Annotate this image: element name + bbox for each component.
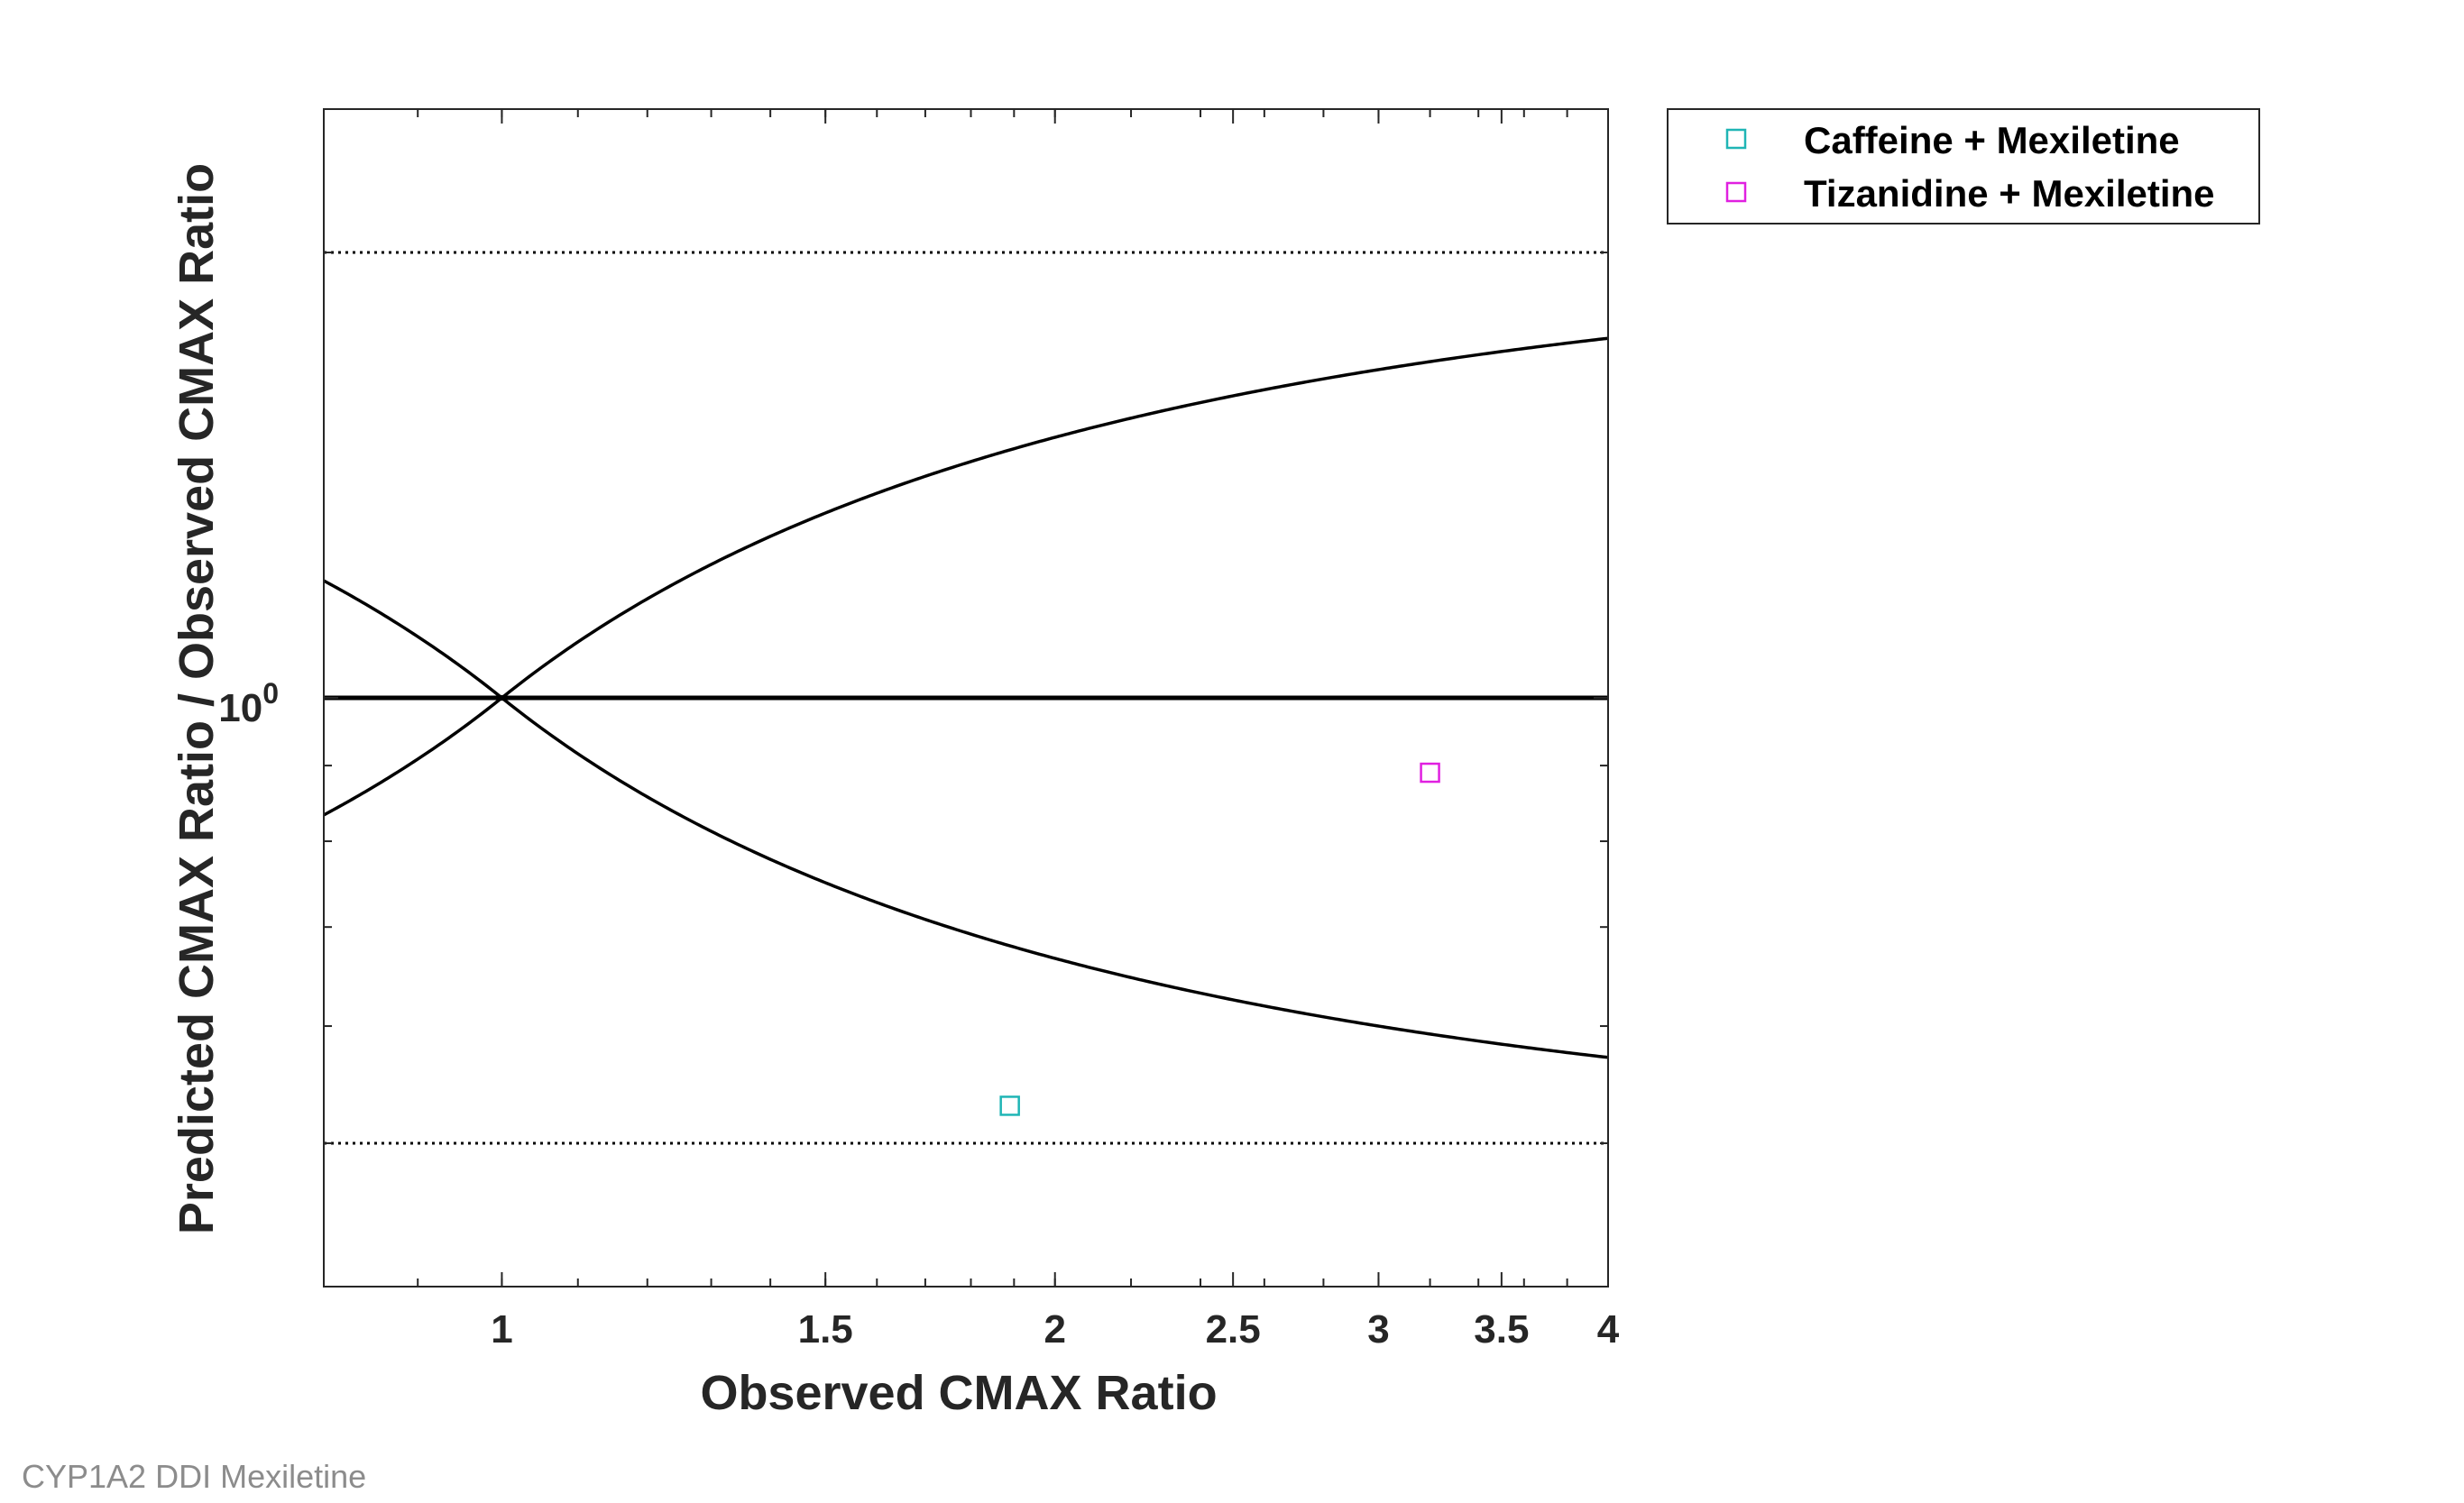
legend: Caffeine + Mexiletine Tizanidine + Mexile… bbox=[1667, 108, 2260, 225]
legend-label: Tizanidine + Mexiletine bbox=[1804, 172, 2215, 215]
data-point-1 bbox=[999, 1095, 1020, 1116]
legend-label: Caffeine + Mexiletine bbox=[1804, 119, 2180, 161]
footer-caption: CYP1A2 DDI Mexiletine bbox=[22, 1458, 366, 1495]
data-point-2 bbox=[1420, 762, 1440, 784]
x-tick-label: 3.5 bbox=[1474, 1307, 1529, 1352]
x-tick-label: 4 bbox=[1597, 1307, 1620, 1352]
x-tick-label: 2 bbox=[1044, 1307, 1065, 1352]
x-tick-label: 1 bbox=[491, 1307, 512, 1352]
lower-guest-limit bbox=[324, 697, 1608, 1059]
upper-guest-limit bbox=[324, 336, 1608, 699]
plot-area bbox=[323, 108, 1609, 1288]
legend-marker bbox=[1725, 181, 1747, 203]
x-tick-label: 3 bbox=[1367, 1307, 1389, 1352]
y-tick-label: 100 bbox=[218, 677, 279, 730]
reference-lines bbox=[324, 251, 1608, 1145]
legend-marker bbox=[1725, 128, 1747, 150]
x-axis: 1 1.5 2 2.5 3 3.5 4 bbox=[323, 109, 1620, 1352]
legend-box bbox=[1667, 108, 2260, 225]
y-axis-title: Predicted CMAX Ratio / Observed CMAX Rat… bbox=[170, 163, 224, 1234]
y-axis: 100 bbox=[218, 252, 1608, 1288]
x-tick-label: 1.5 bbox=[798, 1307, 853, 1352]
x-tick-label: 2.5 bbox=[1206, 1307, 1261, 1352]
x-axis-title: Observed CMAX Ratio bbox=[700, 1366, 1217, 1420]
